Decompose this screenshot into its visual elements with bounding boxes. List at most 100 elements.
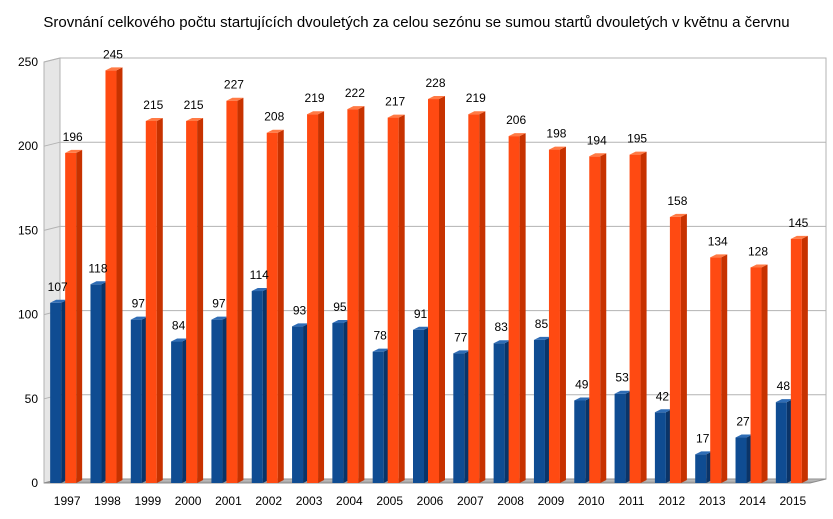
bar-top [387, 114, 405, 118]
bar-side [398, 114, 405, 484]
bar-top [669, 213, 687, 217]
bar-side [277, 129, 284, 483]
bar-top [130, 316, 148, 320]
x-tick-label: 2015 [779, 494, 806, 508]
bar-front [710, 257, 722, 483]
data-label: 78 [374, 329, 388, 343]
bar-front [186, 120, 198, 483]
y-axis: 0 50 100 150 200 250 [18, 55, 38, 490]
bar [292, 323, 310, 483]
bar-front [307, 114, 319, 483]
chart-title: Srovnání celkového počtu startujících dv… [43, 14, 790, 31]
data-label: 53 [615, 371, 629, 385]
data-label: 42 [656, 389, 670, 403]
x-tick-label: 2009 [538, 494, 565, 508]
bar [226, 97, 244, 484]
bar-front [211, 319, 223, 483]
bar [589, 153, 607, 483]
bar [372, 348, 390, 483]
bar-front [347, 109, 359, 483]
bar-side [801, 235, 808, 483]
bar-top [226, 97, 244, 101]
bar-top [654, 409, 672, 413]
data-label: 48 [777, 379, 791, 393]
y-tick-label: 100 [18, 308, 38, 322]
bar [468, 111, 486, 483]
bar-top [332, 320, 350, 324]
bar-front [90, 284, 102, 483]
x-tick-label: 2000 [175, 494, 202, 508]
x-tick-label: 2013 [699, 494, 726, 508]
bar-top [750, 264, 768, 268]
bar-front [428, 99, 439, 483]
bar [750, 264, 768, 483]
data-label: 118 [88, 261, 107, 275]
bar-top [533, 336, 551, 340]
bar [548, 146, 566, 483]
bar-top [428, 96, 445, 100]
bar [654, 409, 672, 483]
bar-top [90, 281, 108, 285]
bar-front [50, 302, 62, 483]
bar-top [508, 133, 526, 137]
bar-front [614, 393, 626, 483]
x-tick-label: 2002 [255, 494, 282, 508]
data-label: 228 [425, 76, 445, 90]
x-tick-label: 2008 [497, 494, 524, 508]
bar-side [116, 67, 123, 484]
bar-top [347, 106, 365, 110]
bar-top [372, 348, 390, 352]
bar-front [493, 343, 505, 483]
bar [332, 320, 350, 483]
bar-side [761, 264, 768, 483]
x-tick-label: 2003 [296, 494, 323, 508]
bar-top [50, 299, 68, 303]
y-tick-label: 200 [18, 139, 38, 153]
x-axis: 1997 1998 1999 2000 2001 2002 2003 2004 2005 2006… [54, 494, 807, 508]
data-label: 215 [184, 98, 204, 112]
bar-top [105, 67, 123, 71]
data-label: 245 [103, 47, 123, 61]
bar-side [156, 117, 163, 483]
data-label: 128 [748, 244, 768, 258]
data-label: 27 [736, 415, 750, 429]
bar-side [358, 106, 365, 483]
bar-top [65, 149, 83, 153]
bar-side [721, 254, 728, 483]
bar-front [130, 319, 142, 483]
bar [413, 326, 430, 483]
bar-front [654, 412, 666, 483]
bar-front [533, 339, 545, 483]
bar-front [65, 152, 77, 483]
bar [90, 281, 108, 483]
bar [735, 434, 753, 483]
bar [266, 129, 284, 483]
bar-front [145, 120, 157, 483]
data-label: 145 [788, 216, 808, 230]
bar [186, 117, 204, 483]
bar-front [548, 149, 560, 483]
bar-front [574, 400, 586, 483]
data-label: 217 [385, 95, 405, 109]
bar-front [171, 341, 183, 483]
bar-top [307, 111, 325, 115]
data-label: 49 [575, 377, 589, 391]
bar-side [680, 213, 687, 484]
data-label: 91 [414, 307, 428, 321]
bar [790, 235, 808, 483]
bar [614, 390, 632, 483]
bar-top [211, 316, 229, 320]
x-tick-label: 2004 [336, 494, 363, 508]
data-label: 85 [535, 317, 549, 331]
data-label: 206 [506, 113, 526, 127]
bar-front [508, 136, 520, 483]
bar-top [251, 288, 269, 292]
bar-top [468, 111, 486, 115]
y-tick-label: 250 [18, 55, 38, 69]
data-label: 222 [345, 86, 365, 100]
bar [251, 288, 269, 483]
bar-side [600, 153, 607, 483]
x-tick-label: 2011 [619, 494, 645, 508]
x-tick-label: 2010 [578, 494, 605, 508]
